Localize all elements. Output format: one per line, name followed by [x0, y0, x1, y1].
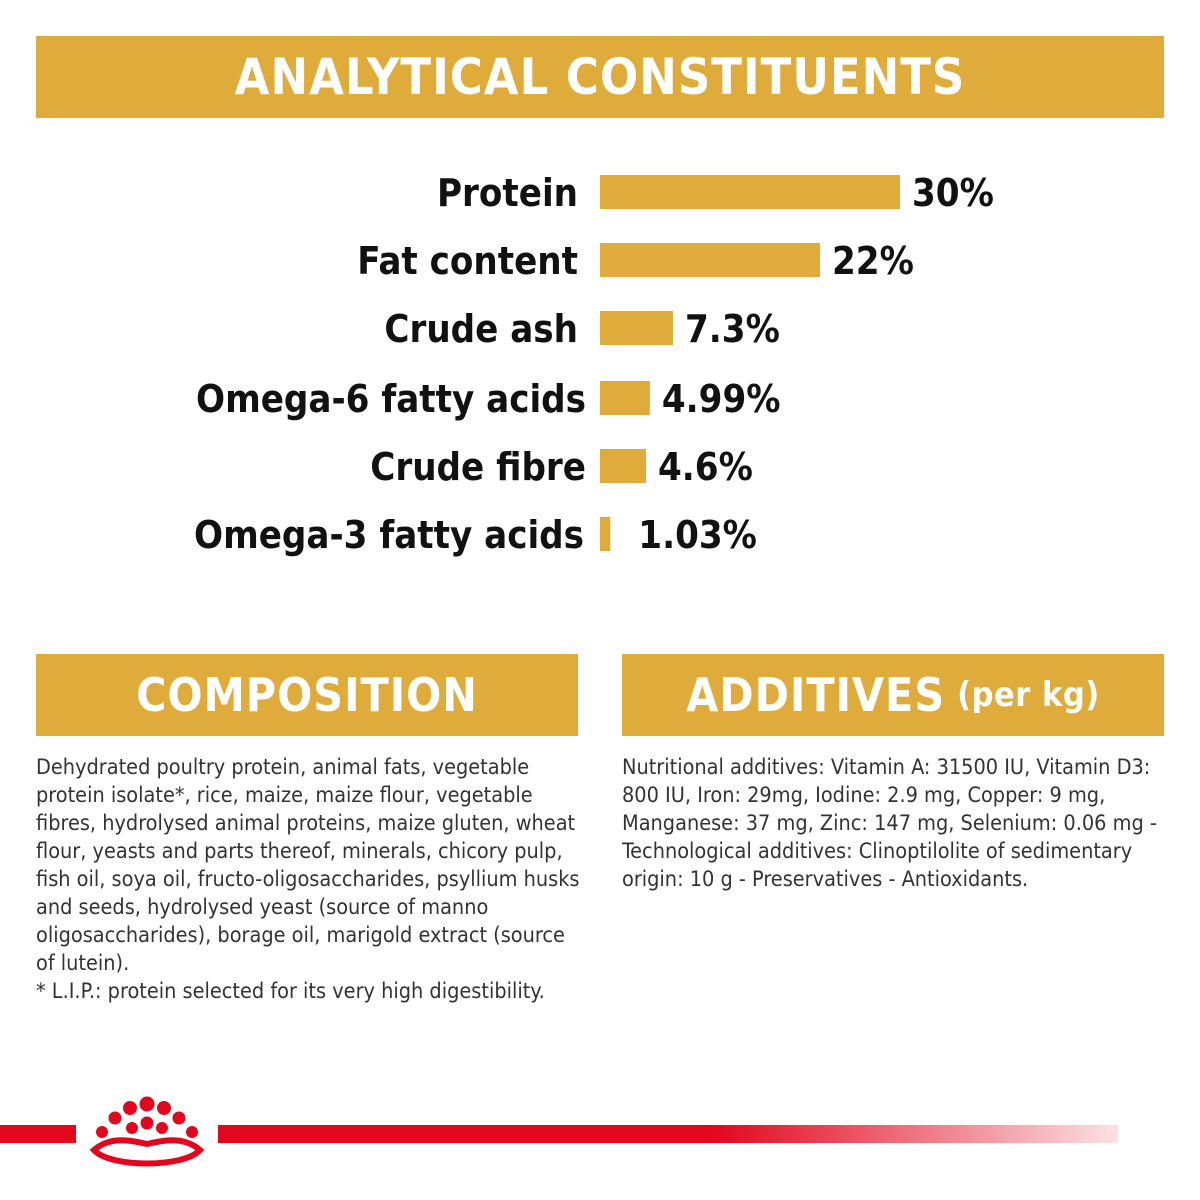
category-label: Protein — [437, 171, 578, 215]
category-label: Crude ash — [384, 307, 578, 351]
analytical-constituents-banner: ANALYTICAL CONSTITUENTS — [36, 36, 1164, 118]
category-label: Omega-3 fatty acids — [194, 513, 584, 557]
composition-title: COMPOSITION — [136, 668, 478, 722]
additives-banner: ADDITIVES (per kg) — [622, 654, 1164, 736]
composition-footnote: * L.I.P.: protein selected for its very … — [36, 979, 545, 1004]
footer-line-left — [0, 1125, 76, 1143]
bar — [600, 517, 611, 551]
bar — [600, 243, 820, 277]
value-label: 22% — [832, 239, 914, 283]
composition-text-block: Dehydrated poultry protein, animal fats,… — [36, 754, 584, 1006]
category-label: Omega-6 fatty acids — [196, 377, 586, 421]
composition-banner: COMPOSITION — [36, 654, 578, 736]
footer-line-right — [218, 1125, 1118, 1143]
additives-title: ADDITIVES — [686, 668, 946, 722]
value-label: 4.6% — [658, 445, 753, 489]
bar — [600, 311, 673, 345]
bar — [600, 175, 900, 209]
constituents-bar-chart: Protein 30% Fat content 22% Crude ash 7.3% Ome… — [194, 171, 994, 557]
composition-text: Dehydrated poultry protein, animal fats,… — [36, 755, 580, 976]
royal-canin-crown-icon — [89, 1096, 205, 1167]
additives-text-block: Nutritional additives: Vitamin A: 31500 … — [622, 754, 1170, 894]
value-label: 30% — [912, 171, 994, 215]
additives-text: Nutritional additives: Vitamin A: 31500 … — [622, 755, 1157, 892]
category-label: Fat content — [357, 239, 578, 283]
analytical-constituents-title: ANALYTICAL CONSTITUENTS — [234, 48, 966, 106]
bar — [600, 381, 650, 415]
bar — [600, 449, 646, 483]
value-label: 7.3% — [685, 307, 780, 351]
category-label: Crude fibre — [370, 445, 586, 489]
value-label: 1.03% — [638, 513, 757, 557]
additives-subtitle: (per kg) — [957, 675, 1100, 715]
value-label: 4.99% — [662, 377, 781, 421]
